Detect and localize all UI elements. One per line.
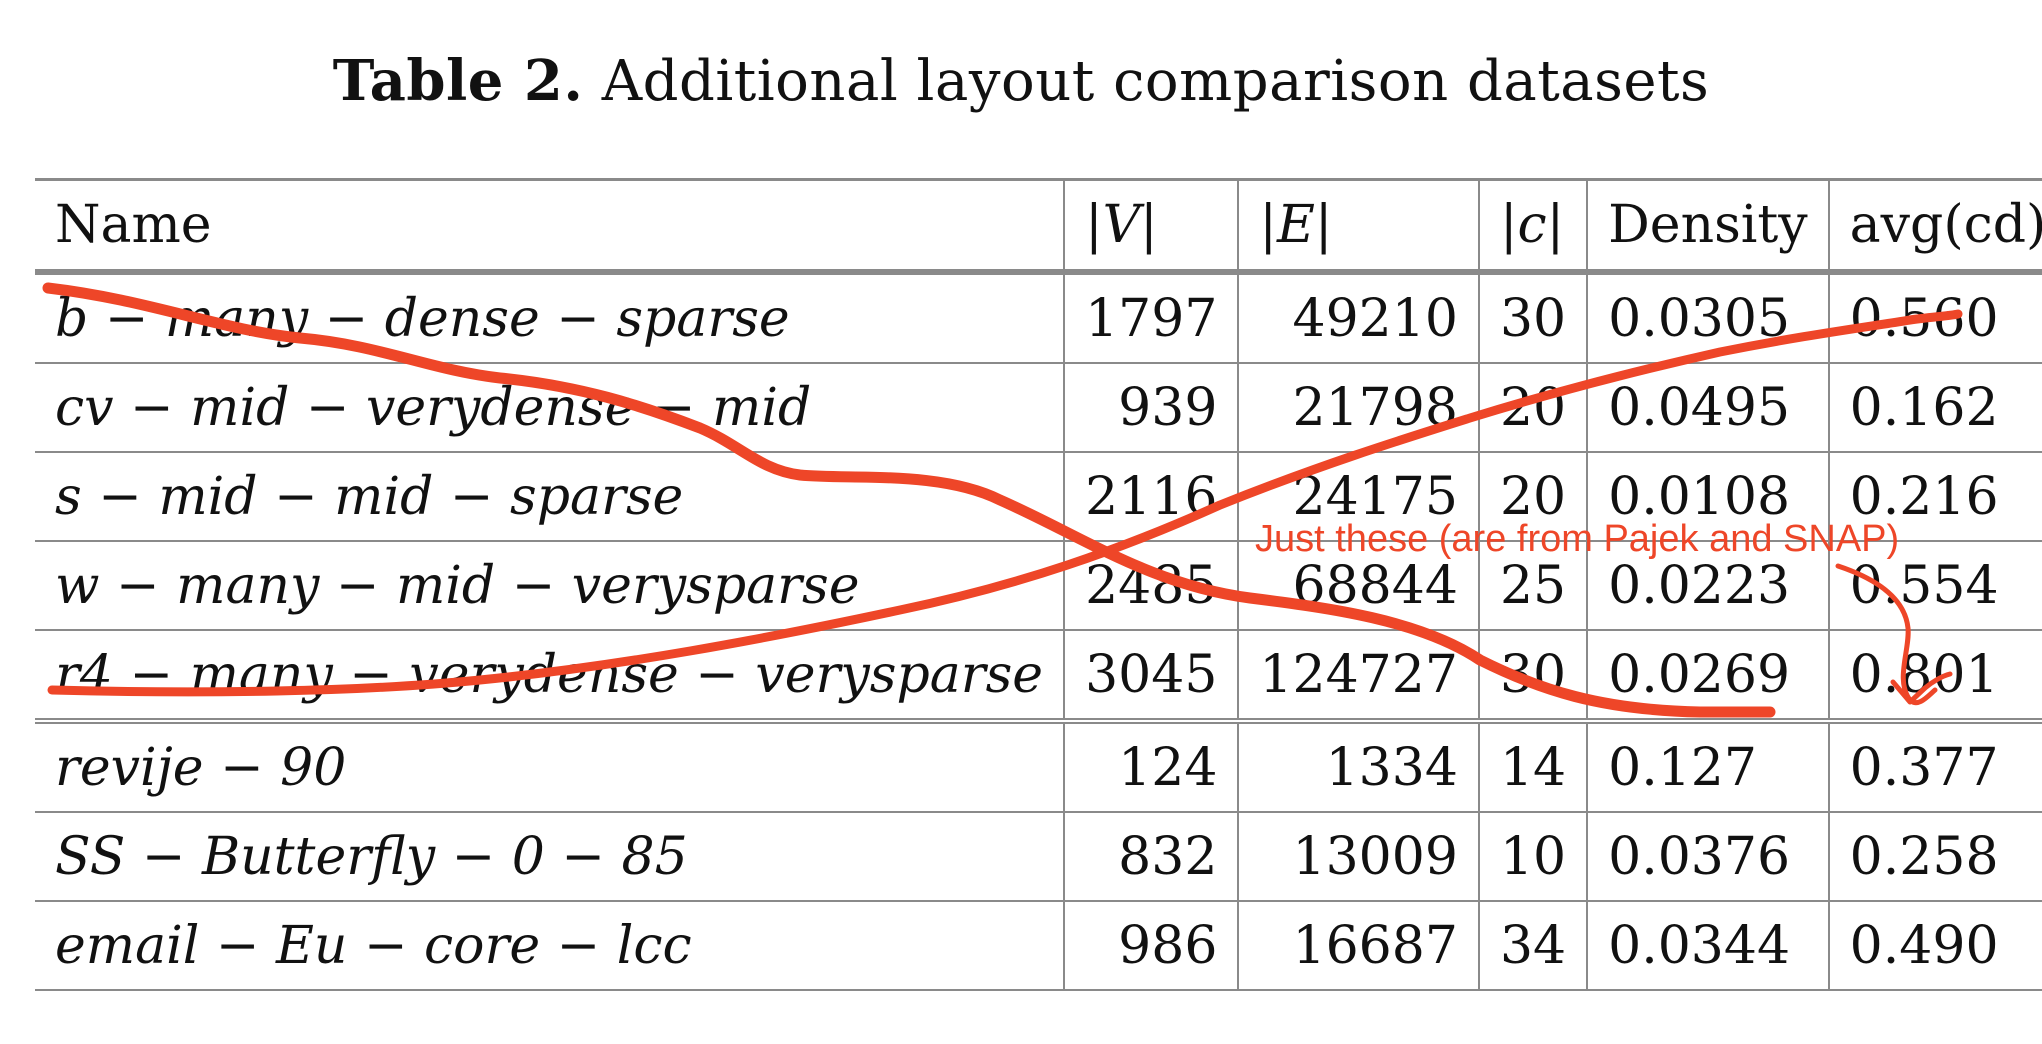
datasets-table: Name |V| |E| |c| Density avg(cd) b − man… [35,178,2042,991]
cell-edges: 24175 [1237,452,1479,542]
cell-density: 0.0223 [1586,541,1829,631]
arrow-icon [1835,563,1953,706]
header-edges: |E| [1237,178,1479,275]
cell-density: 0.0376 [1586,812,1829,902]
cell-edges: 16687 [1237,901,1479,991]
cell-edges: 13009 [1237,812,1479,902]
cell-vertices: 2116 [1063,452,1239,542]
header-name: Name [35,178,1065,275]
cell-name: s − mid − mid − sparse [35,452,1065,542]
cell-vertices: 124 [1063,718,1239,813]
handwritten-note: Just these (are from Pajek and SNAP) [1255,518,1900,560]
table-row: SS − Butterfly − 0 − 85 832 13009 10 0.0… [35,812,2042,902]
cell-vertices: 3045 [1063,630,1239,722]
table-header-row: Name |V| |E| |c| Density avg(cd) [35,178,2042,275]
table-row: revije − 90 124 1334 14 0.127 0.377 [35,718,2042,813]
table-caption: Table 2. Additional layout comparison da… [0,48,2042,114]
cell-edges: 1334 [1237,718,1479,813]
header-vertices: |V| [1063,178,1239,275]
cell-density: 0.0344 [1586,901,1829,991]
cell-communities: 14 [1477,718,1588,813]
cell-avg-cd: 0.377 [1827,718,2042,813]
table-row: cv − mid − verydense − mid 939 21798 20 … [35,363,2042,453]
strikethrough-stroke-up [47,309,1963,697]
cell-communities: 25 [1477,541,1588,631]
table-row: b − many − dense − sparse 1797 49210 30 … [35,272,2042,364]
cell-name: email − Eu − core − lcc [35,901,1065,991]
cell-edges: 49210 [1237,272,1479,364]
cell-communities: 20 [1477,452,1588,542]
cell-avg-cd: 0.162 [1827,363,2042,453]
cell-vertices: 939 [1063,363,1239,453]
header-communities: |c| [1477,178,1588,275]
header-avg-cd: avg(cd) [1827,178,2042,275]
caption-label: Table 2. [332,48,584,114]
table-row: email − Eu − core − lcc 986 16687 34 0.0… [35,901,2042,991]
cell-vertices: 832 [1063,812,1239,902]
table-row: s − mid − mid − sparse 2116 24175 20 0.0… [35,452,2042,542]
cell-communities: 10 [1477,812,1588,902]
cell-vertices: 986 [1063,901,1239,991]
cell-name: SS − Butterfly − 0 − 85 [35,812,1065,902]
cell-density: 0.0108 [1586,452,1829,542]
cell-communities: 30 [1477,272,1588,364]
cell-density: 0.127 [1586,718,1829,813]
strikethrough-stroke-down [42,282,1776,718]
cell-avg-cd: 0.490 [1827,901,2042,991]
cell-vertices: 1797 [1063,272,1239,364]
cell-communities: 34 [1477,901,1588,991]
cell-name: b − many − dense − sparse [35,272,1065,364]
cell-avg-cd: 0.216 [1827,452,2042,542]
caption-text: Additional layout comparison datasets [601,49,1710,114]
cell-name: revije − 90 [35,718,1065,813]
cell-density: 0.0305 [1586,272,1829,364]
header-density: Density [1586,178,1829,275]
cell-avg-cd: 0.258 [1827,812,2042,902]
cell-avg-cd: 0.554 [1827,541,2042,631]
cell-avg-cd: 0.801 [1827,630,2042,722]
cell-edges: 124727 [1237,630,1479,722]
